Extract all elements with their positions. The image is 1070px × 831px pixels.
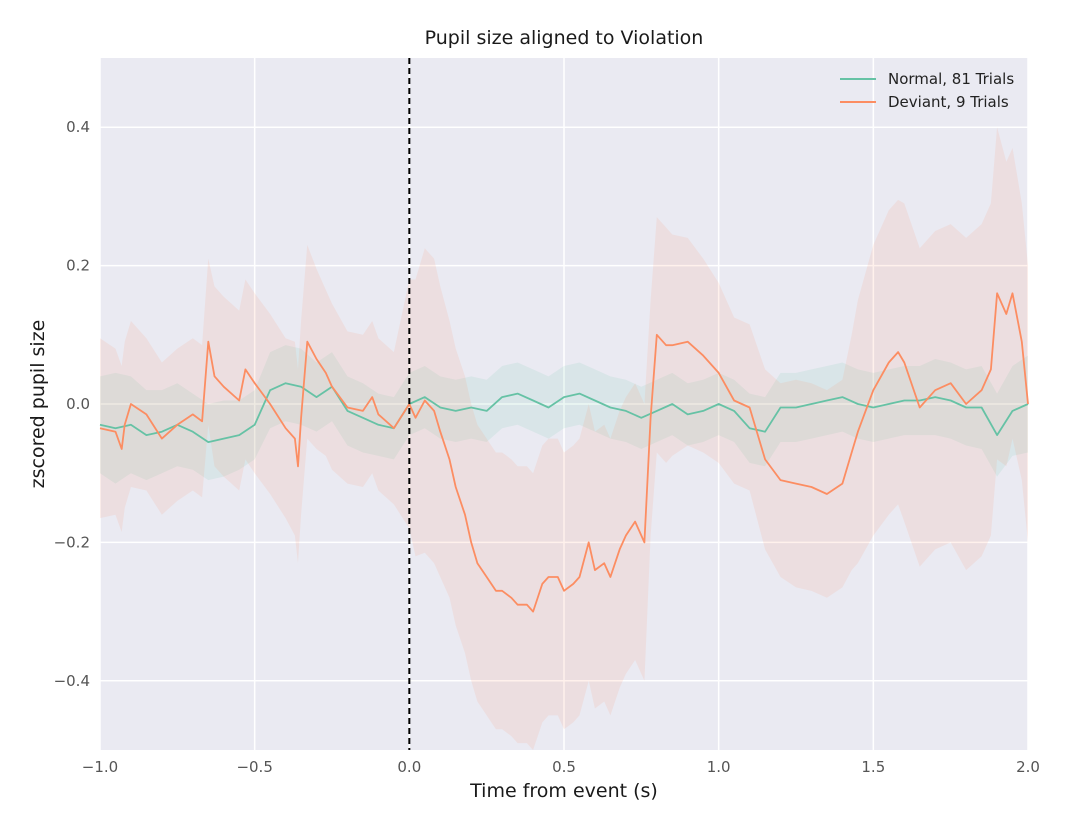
legend-label: Normal, 81 Trials — [888, 70, 1014, 88]
y-tick-label: 0.2 — [66, 257, 90, 275]
x-tick-label: 1.0 — [707, 758, 731, 776]
y-tick-label: 0.0 — [66, 395, 90, 413]
confidence-band-deviant — [100, 127, 1028, 750]
x-tick-label: −1.0 — [82, 758, 118, 776]
x-tick-label: 2.0 — [1016, 758, 1040, 776]
confidence-band-normal — [100, 345, 1028, 484]
confidence-bands — [100, 127, 1028, 750]
series-line-deviant — [99, 292, 1029, 613]
y-tick-label: 0.4 — [66, 118, 90, 136]
chart-title: Pupil size aligned to Violation — [425, 27, 704, 49]
x-tick-label: −0.5 — [236, 758, 272, 776]
x-tick-label: 1.5 — [861, 758, 885, 776]
y-axis-label: zscored pupil size — [27, 320, 49, 489]
legend: Normal, 81 Trials Deviant, 9 Trials — [840, 70, 1014, 111]
y-tick-label: −0.4 — [54, 672, 90, 690]
y-tick-label: −0.2 — [54, 533, 90, 551]
x-axis-label: Time from event (s) — [469, 780, 658, 802]
series-line-normal — [99, 382, 1029, 443]
y-tick-labels: −0.4 −0.2 0.0 0.2 0.4 — [54, 118, 90, 690]
series-lines — [99, 292, 1029, 613]
x-tick-label: 0.5 — [552, 758, 576, 776]
x-tick-labels: −1.0 −0.5 0.0 0.5 1.0 1.5 2.0 — [82, 758, 1040, 776]
x-tick-label: 0.0 — [397, 758, 421, 776]
legend-label: Deviant, 9 Trials — [888, 93, 1009, 111]
